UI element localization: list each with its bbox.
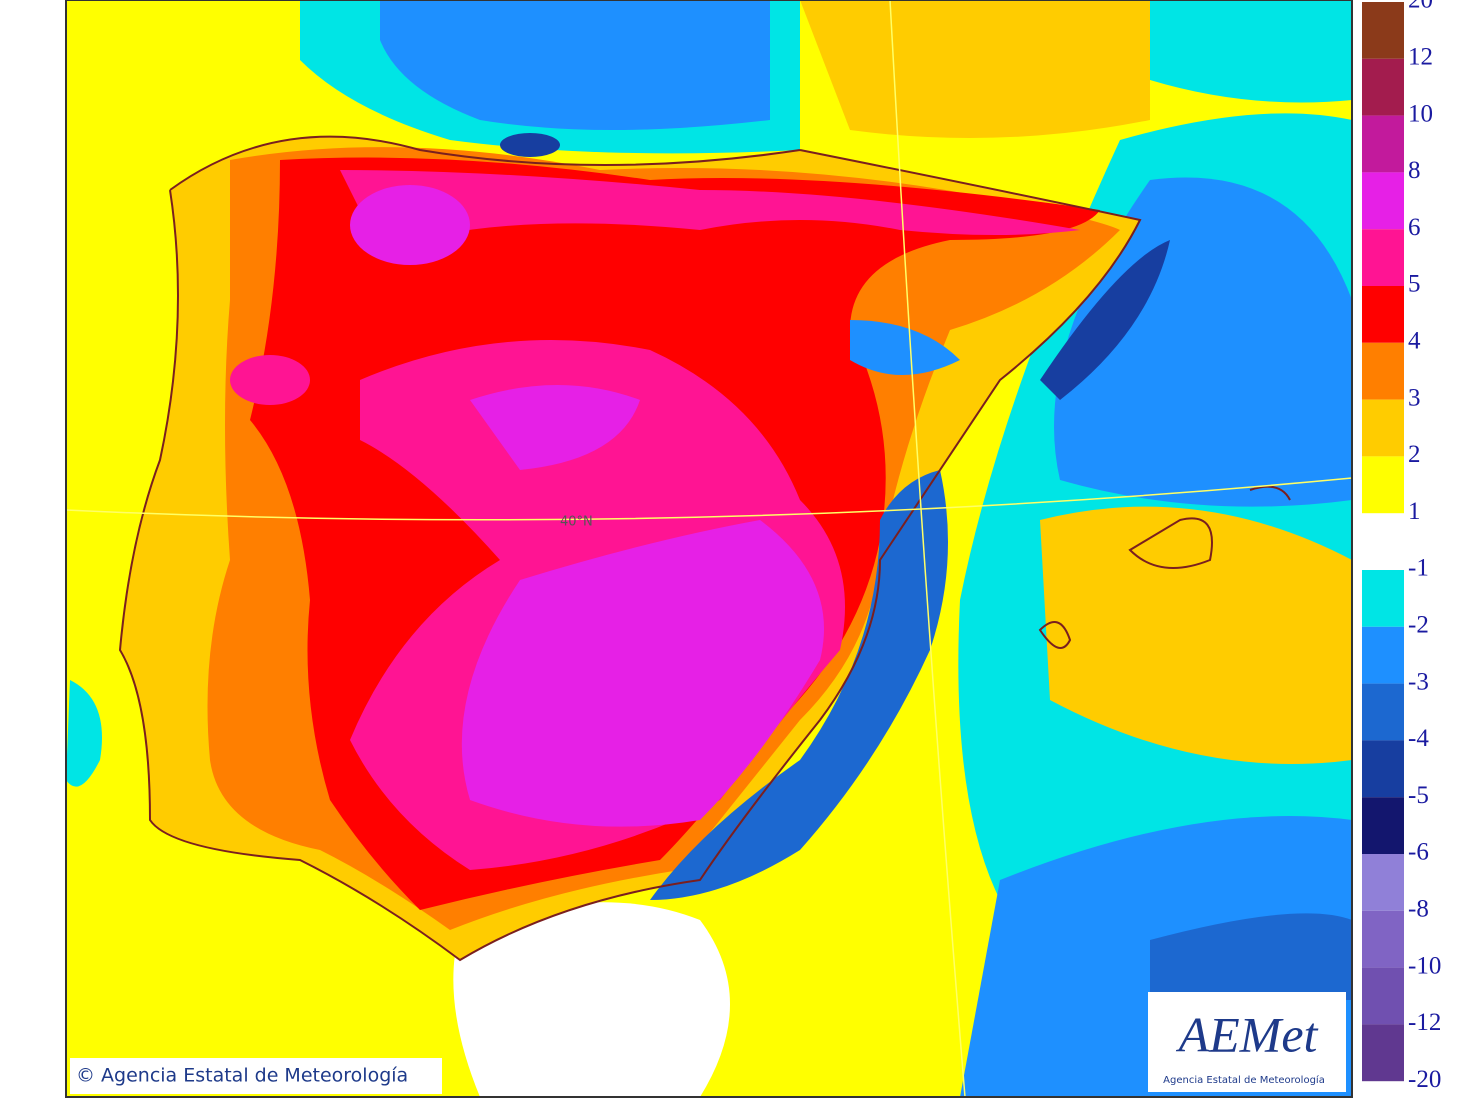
legend-label: -12 [1408,1009,1441,1036]
legend-label: 6 [1408,214,1421,241]
legend: 20 12 10 8 6 5 4 3 2 1 -1 -2 -3 -4 -5 -6 -8 -10 -12 -20 [1362,0,1441,1093]
legend-label: 3 [1408,384,1421,411]
legend-label: 20 [1408,0,1433,14]
legend-label: -8 [1408,896,1429,923]
legend-label: -2 [1408,612,1429,639]
logo: AEMet [1176,1006,1319,1062]
legend-swatch [1362,740,1404,798]
legend-swatch [1362,1024,1404,1082]
legend-label: -3 [1408,668,1429,695]
legend-label: 1 [1408,498,1421,525]
legend-label: 4 [1408,328,1421,355]
legend-swatch [1362,172,1404,230]
legend-swatch [1362,854,1404,911]
legend-label: -4 [1408,725,1429,752]
legend-swatch [1362,910,1404,968]
legend-label: 5 [1408,271,1421,298]
logo-subtitle: Agencia Estatal de Meteorología [1163,1074,1325,1086]
legend-swatch [1362,626,1404,684]
legend-swatch [1362,967,1404,1025]
legend-label: -6 [1408,839,1429,866]
legend-label: 12 [1408,44,1433,71]
legend-swatch [1362,286,1404,343]
legend-swatch [1362,456,1404,514]
legend-swatch [1362,342,1404,400]
legend-swatch [1362,115,1404,173]
legend-label: -20 [1408,1066,1441,1093]
legend-label: -1 [1408,555,1429,582]
legend-label: 10 [1408,100,1433,127]
legend-label: -10 [1408,952,1441,979]
legend-swatch [1362,797,1404,854]
legend-swatch [1362,2,1404,59]
grid-label: 40°N [560,515,593,530]
legend-label: 2 [1408,441,1421,468]
legend-swatch [1362,229,1404,286]
map-area: 40°N © Agencia Estatal de Meteorología A… [65,0,1353,1098]
legend-label: 8 [1408,157,1421,184]
legend-swatch [1362,58,1404,116]
copyright: © Agencia Estatal de Meteorología [76,1065,408,1087]
legend-swatch [1362,399,1404,457]
legend-label: -5 [1408,782,1429,809]
legend-swatch [1362,570,1404,627]
legend-swatch [1362,683,1404,741]
